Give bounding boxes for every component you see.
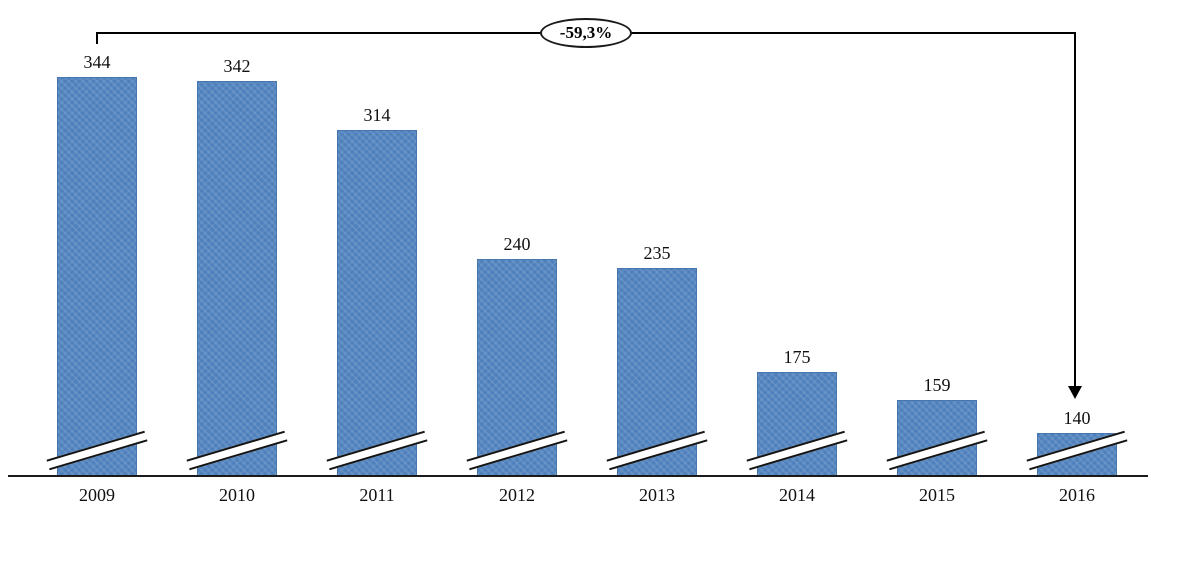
bar-2009	[57, 77, 137, 476]
x-axis-line	[8, 475, 1148, 477]
bar-value-label: 175	[783, 347, 811, 367]
annotation-arrow-vertical-line	[1074, 32, 1076, 386]
bar-value-label: 342	[223, 56, 251, 76]
x-tick-label: 2013	[639, 485, 675, 505]
x-tick-label: 2010	[219, 485, 255, 505]
bar-value-label: 140	[1063, 408, 1091, 428]
x-tick-label: 2015	[919, 485, 955, 505]
x-tick-label: 2009	[79, 485, 115, 505]
bar-2012	[477, 259, 557, 476]
bar-value-label: 314	[363, 105, 391, 125]
bar-value-label: 235	[643, 243, 671, 263]
x-tick-label: 2011	[359, 485, 395, 505]
bar-value-label: 159	[923, 375, 951, 395]
annotation-bracket-left-tick	[96, 32, 98, 44]
bar-2010	[197, 81, 277, 476]
bar-value-label: 344	[83, 52, 111, 72]
x-tick-label: 2014	[779, 485, 815, 505]
x-tick-label: 2016	[1059, 485, 1095, 505]
down-arrowhead-icon	[1068, 386, 1082, 399]
x-tick-label: 2012	[499, 485, 535, 505]
annotation-percentage-label: -59,3%	[559, 23, 613, 42]
bar-2011	[337, 130, 417, 476]
annotation-percentage-badge: -59,3%	[540, 18, 632, 48]
bar-value-label: 240	[503, 234, 531, 254]
